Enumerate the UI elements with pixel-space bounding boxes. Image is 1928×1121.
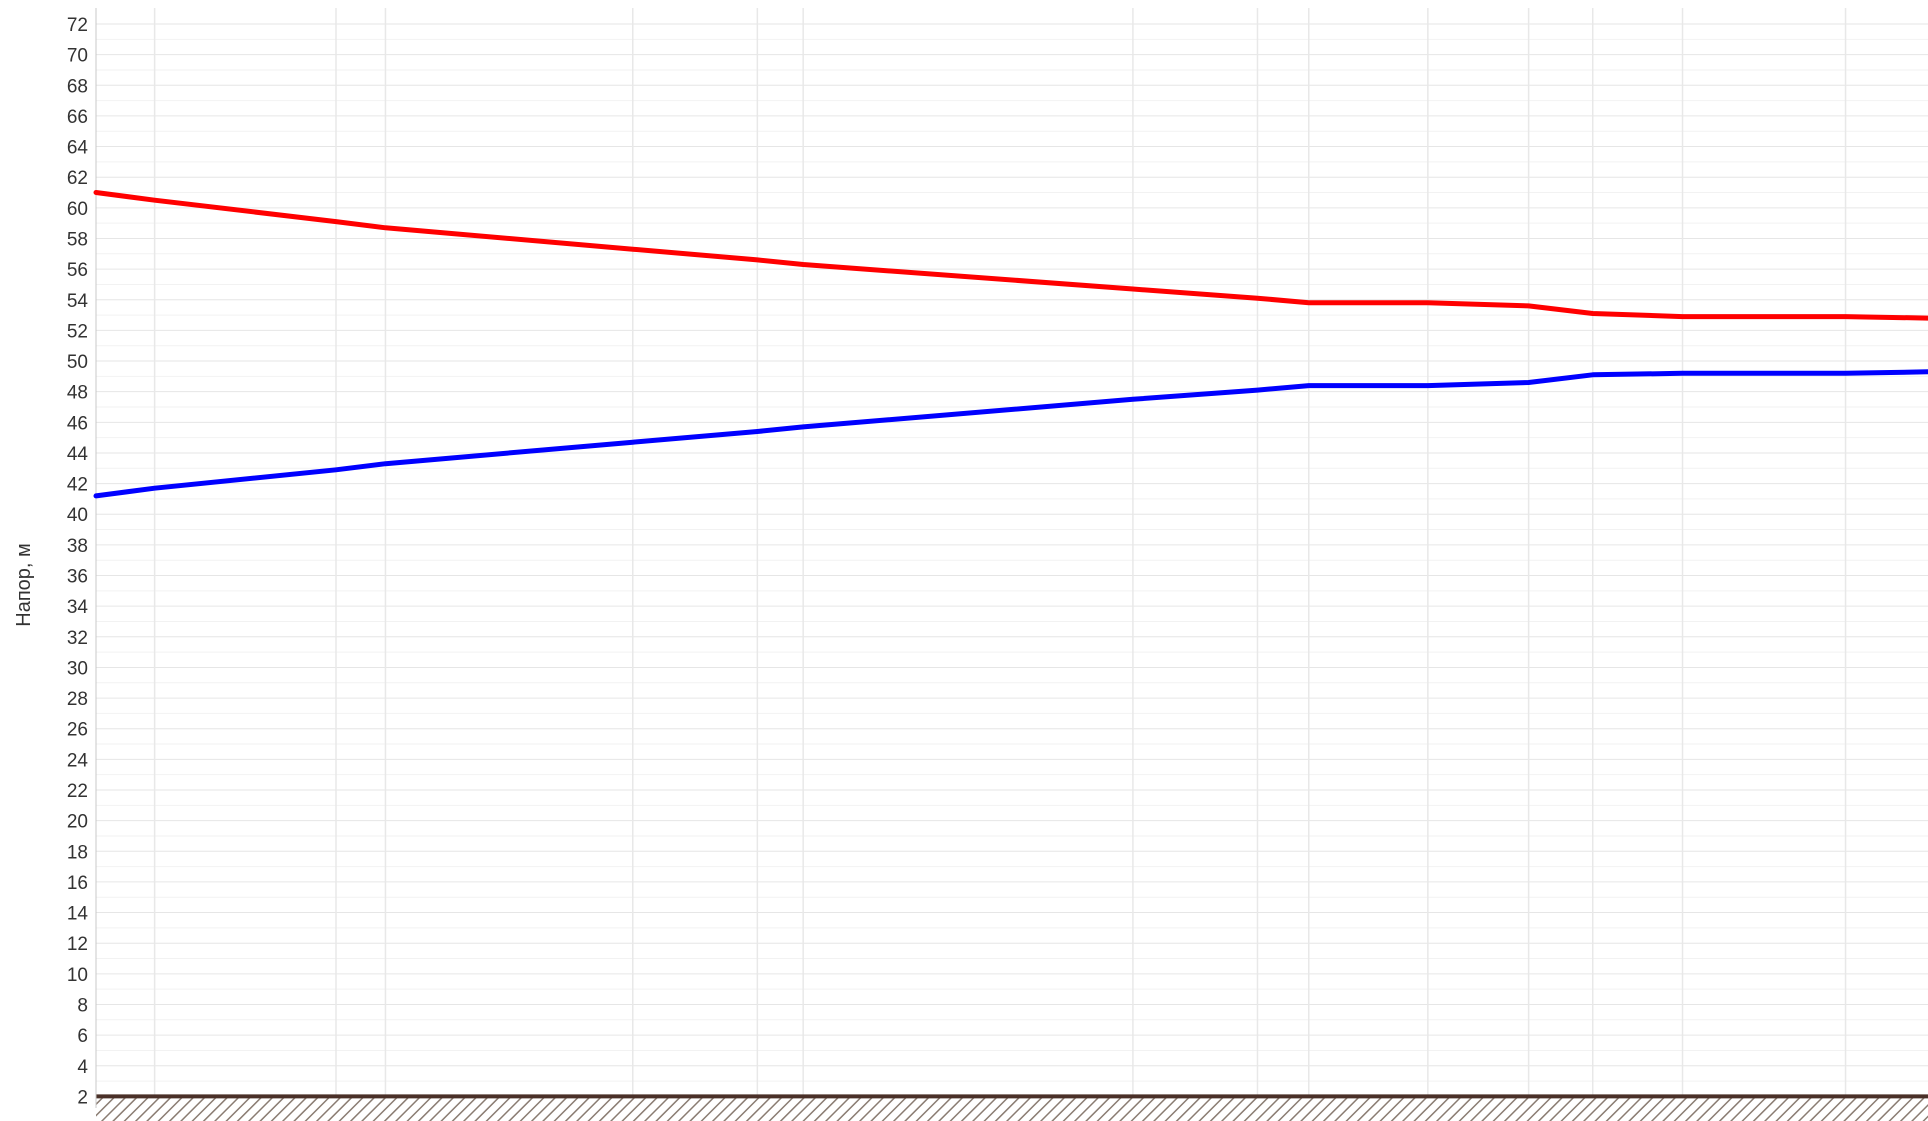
y-tick-label: 24	[67, 750, 89, 771]
y-tick-label: 26	[67, 720, 88, 741]
ground-hatch	[96, 1096, 1928, 1121]
y-tick-label: 72	[67, 15, 88, 36]
y-tick-label: 2	[77, 1087, 88, 1108]
y-tick-label: 68	[67, 76, 88, 97]
y-tick-label: 66	[67, 107, 88, 128]
series-line-red	[93, 190, 1928, 321]
y-tick-label: 58	[67, 229, 88, 250]
y-tick-label: 60	[67, 199, 88, 220]
y-tick-label: 40	[67, 505, 88, 526]
y-tick-label: 36	[67, 567, 88, 588]
y-tick-label: 42	[67, 475, 88, 496]
y-tick-label: 38	[67, 536, 88, 557]
series-lines	[93, 190, 1928, 499]
y-tick-label: 56	[67, 260, 88, 281]
y-tick-label: 54	[67, 291, 89, 312]
grid	[96, 8, 1928, 1113]
y-tick-label: 30	[67, 658, 88, 679]
y-tick-label: 32	[67, 628, 88, 649]
y-tick-label: 10	[67, 965, 88, 986]
y-axis-title: Напор, м	[13, 543, 35, 627]
y-tick-label: 50	[67, 352, 88, 373]
y-tick-label: 64	[67, 138, 89, 159]
y-tick-label: 70	[67, 46, 88, 67]
y-tick-label: 8	[77, 995, 88, 1016]
plot-background	[96, 8, 1928, 1108]
y-tick-label: 62	[67, 168, 88, 189]
y-tick-label: 46	[67, 413, 88, 434]
series-line-blue	[93, 369, 1928, 499]
y-tick-label: 6	[77, 1026, 88, 1047]
y-tick-label: 34	[67, 597, 89, 618]
y-tick-label: 44	[67, 444, 89, 465]
y-tick-label: 28	[67, 689, 88, 710]
y-tick-label: 16	[67, 873, 88, 894]
y-tick-label: 14	[67, 904, 89, 925]
ground-band	[96, 1094, 1928, 1121]
y-tick-label: 22	[67, 781, 88, 802]
y-tick-label: 12	[67, 934, 88, 955]
y-tick-label: 18	[67, 842, 88, 863]
y-tick-labels: 2468101214161820222426283032343638404244…	[67, 15, 89, 1108]
y-tick-label: 4	[77, 1057, 88, 1078]
y-tick-label: 52	[67, 321, 88, 342]
y-tick-label: 20	[67, 812, 88, 833]
y-tick-label: 48	[67, 383, 88, 404]
